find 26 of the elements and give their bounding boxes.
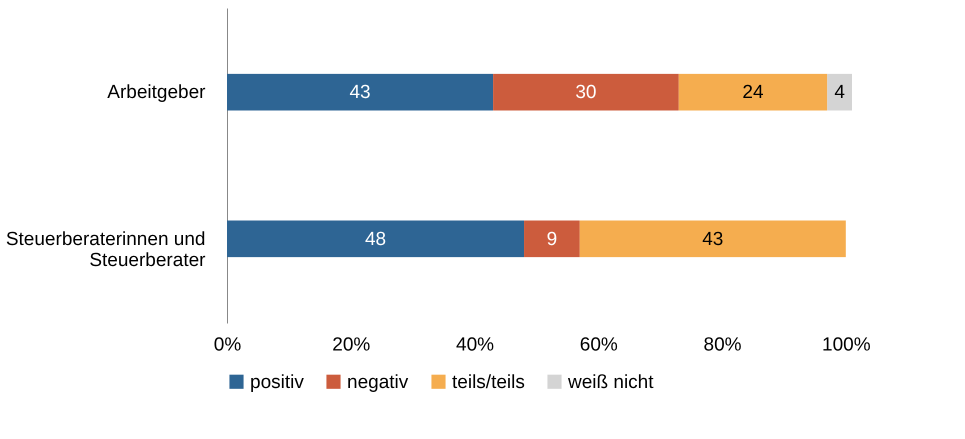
data-label: 30 xyxy=(575,82,596,104)
legend-label: positiv xyxy=(250,372,304,393)
x-tick-label: 20% xyxy=(332,334,370,356)
x-tick-label: 80% xyxy=(704,334,742,356)
x-tick-label: 100% xyxy=(822,334,871,356)
y-tick-label: Arbeitgeber xyxy=(107,82,206,104)
data-label: 4 xyxy=(834,82,846,104)
bar xyxy=(524,220,580,258)
x-tick-label: 60% xyxy=(580,334,618,356)
bar xyxy=(493,74,679,111)
data-label: 43 xyxy=(702,228,724,250)
bar xyxy=(827,74,852,111)
legend-label: weiß nicht xyxy=(567,372,654,393)
x-tick-label: 0% xyxy=(214,334,242,356)
legend-label: negativ xyxy=(347,372,409,393)
x-tick-label: 40% xyxy=(456,334,494,356)
bar xyxy=(227,74,494,111)
data-label: 43 xyxy=(349,82,371,104)
legend-label: teils/teils xyxy=(452,372,525,393)
bar xyxy=(678,74,828,111)
data-label: 48 xyxy=(364,228,386,250)
bar xyxy=(580,220,846,258)
data-label: 9 xyxy=(546,228,558,250)
data-label: 24 xyxy=(742,82,764,104)
bar xyxy=(227,220,524,258)
y-tick-label: Steuerberaterinnen und Steuerberater xyxy=(6,228,206,271)
